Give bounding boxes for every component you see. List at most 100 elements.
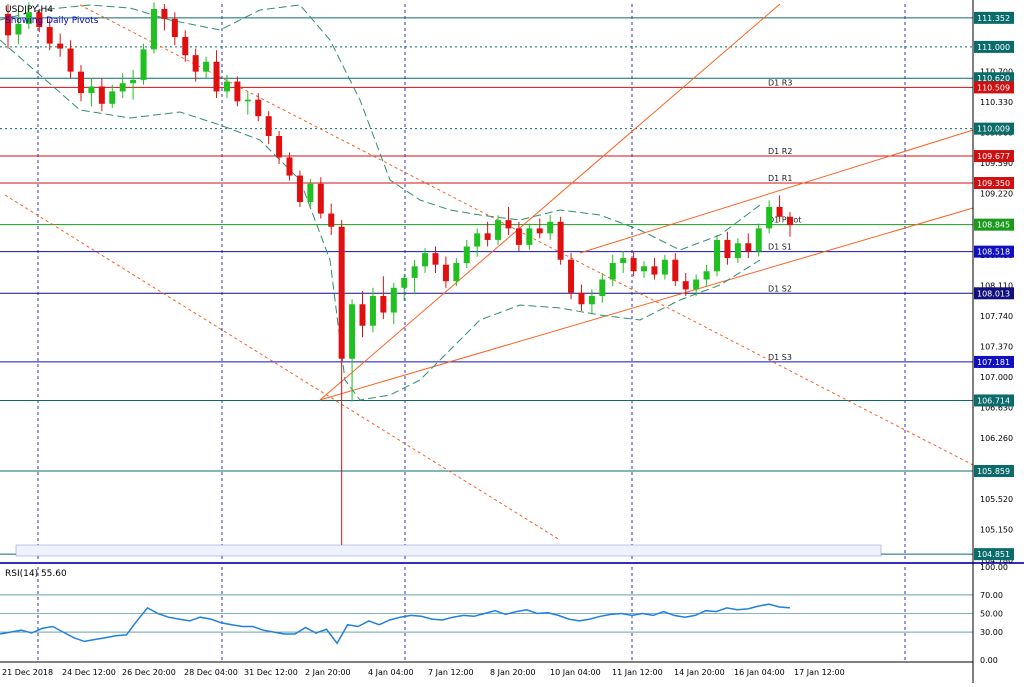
candle-body: [547, 221, 554, 234]
candle-body: [620, 258, 627, 264]
candle-body: [380, 296, 387, 313]
time-tick-label: 4 Jan 04:00: [368, 668, 414, 677]
candle-body: [192, 55, 199, 72]
candle-body: [98, 86, 105, 104]
price-tick-label: 107.740: [980, 312, 1013, 321]
candle-body: [557, 221, 564, 260]
time-tick-label: 14 Jan 20:00: [674, 668, 725, 677]
price-tick-label: 109.220: [980, 190, 1013, 199]
price-tag: [974, 72, 1014, 85]
candle-body: [745, 243, 752, 252]
candle-body: [171, 18, 178, 37]
envelope-upper: [0, 4, 761, 251]
candle-body: [36, 12, 43, 28]
pivot-label: D1 S1: [768, 243, 792, 252]
candle-body: [203, 61, 210, 72]
pivot-label: D1 Pivot: [768, 216, 801, 225]
price-tag: [974, 177, 1014, 190]
time-tick-label: 17 Jan 12:00: [794, 668, 845, 677]
pivot-label: D1 S2: [768, 284, 792, 293]
pivot-label: D1 S3: [768, 353, 792, 362]
candle-body: [432, 253, 439, 265]
price-tick-label: 105.150: [980, 525, 1013, 534]
candle-body: [265, 116, 272, 136]
price-tag-label: 104.851: [977, 550, 1010, 559]
candle-body: [5, 13, 11, 36]
pivot-label: D1 R2: [768, 147, 792, 156]
time-tick-label: 8 Jan 20:00: [490, 668, 536, 677]
candle-body: [130, 79, 137, 84]
price-tag-label: 110.620: [977, 74, 1010, 83]
price-tag: [974, 548, 1014, 561]
time-tick-label: 28 Dec 04:00: [184, 668, 238, 677]
trend-line: [4, 194, 561, 541]
price-tag: [974, 122, 1014, 135]
candle-body: [766, 206, 773, 229]
envelope-lower: [0, 39, 761, 401]
time-tick-label: 10 Jan 04:00: [550, 668, 601, 677]
pivot-label: D1 R3: [768, 78, 792, 87]
candle-body: [682, 281, 689, 290]
time-tick-label: 24 Dec 12:00: [62, 668, 116, 677]
price-tag-label: 105.859: [977, 467, 1010, 476]
candle-body: [609, 263, 616, 280]
candle-body: [234, 81, 241, 102]
price-tag: [974, 287, 1014, 300]
price-tag: [974, 355, 1014, 368]
candle-body: [15, 23, 22, 35]
candle-body: [661, 259, 668, 275]
rsi-tick-label: 100.00: [980, 563, 1008, 572]
price-tag-label: 111.000: [977, 43, 1010, 52]
time-tick-label: 31 Dec 12:00: [244, 668, 298, 677]
price-tick-label: 108.110: [980, 281, 1013, 290]
rsi-label: RSI(14) 55.60: [5, 569, 67, 579]
candle-body: [57, 43, 64, 49]
candle-body: [328, 213, 335, 227]
candle-body: [223, 81, 230, 92]
candle-body: [369, 296, 376, 326]
trend-line: [319, 207, 974, 401]
price-tag: [974, 40, 1014, 53]
candle-body: [317, 183, 324, 214]
price-tag: [974, 11, 1014, 24]
pivot-label: D1 R1: [768, 174, 792, 183]
price-tag-label: 111.352: [977, 14, 1010, 23]
candle-body: [505, 220, 512, 229]
candle-body: [286, 157, 293, 176]
rsi-tick-label: 70.00: [980, 591, 1003, 600]
candle-body: [182, 36, 189, 56]
price-tag-label: 108.845: [977, 221, 1010, 230]
candle-body: [599, 279, 606, 297]
candle-body: [734, 243, 741, 259]
candle-body: [630, 258, 637, 272]
time-tick-label: 11 Jan 12:00: [612, 668, 663, 677]
candle-body: [296, 175, 303, 202]
trend-line: [319, 3, 781, 401]
candle-body: [213, 61, 220, 92]
price-tag-label: 106.714: [977, 396, 1010, 405]
candle-body: [359, 304, 366, 326]
price-tag-label: 108.013: [977, 289, 1010, 298]
candle-body: [307, 183, 314, 202]
price-tick-label: 110.700: [980, 68, 1013, 77]
candle-body: [724, 239, 731, 259]
candle-body: [588, 296, 595, 305]
price-tag-label: 109.677: [977, 152, 1010, 161]
candle-body: [515, 228, 522, 245]
candle-body: [338, 226, 345, 359]
price-tick-label: 109.590: [980, 159, 1013, 168]
price-tick-label: 104.780: [980, 556, 1013, 565]
time-tick-label: 21 Dec 2018: [2, 668, 53, 677]
candle-body: [526, 228, 533, 245]
time-tick-label: 26 Dec 20:00: [122, 668, 176, 677]
rsi-tick-label: 30.00: [980, 628, 1003, 637]
candle-body: [119, 83, 126, 92]
time-tick-label: 2 Jan 20:00: [305, 668, 351, 677]
price-tick-label: 106.630: [980, 403, 1013, 412]
candle-body: [422, 253, 429, 267]
time-tick-label: 7 Jan 12:00: [428, 668, 474, 677]
candle-body: [703, 271, 710, 280]
price-tag-label: 109.350: [977, 179, 1010, 188]
